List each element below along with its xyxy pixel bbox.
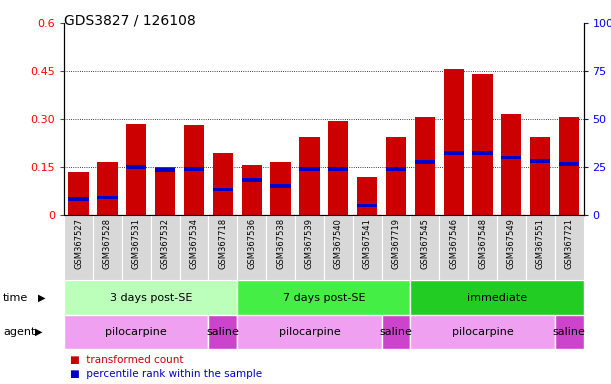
Bar — [68, 197, 89, 201]
Text: GSM367528: GSM367528 — [103, 218, 112, 269]
Bar — [411, 315, 555, 349]
Bar — [559, 162, 579, 166]
Bar — [213, 187, 233, 191]
Bar — [501, 114, 521, 215]
Text: GSM367538: GSM367538 — [276, 218, 285, 270]
Bar — [122, 215, 151, 280]
Text: ■  transformed count: ■ transformed count — [70, 355, 184, 365]
Bar — [155, 168, 175, 172]
Text: GSM367540: GSM367540 — [334, 218, 343, 269]
Bar — [381, 315, 411, 349]
Text: GDS3827 / 126108: GDS3827 / 126108 — [64, 13, 196, 27]
Text: GSM367534: GSM367534 — [189, 218, 199, 269]
Bar — [526, 215, 555, 280]
Text: pilocarpine: pilocarpine — [106, 327, 167, 337]
Text: pilocarpine: pilocarpine — [452, 327, 513, 337]
Bar — [444, 151, 464, 155]
Bar — [68, 172, 89, 215]
Bar — [184, 126, 204, 215]
Bar — [97, 162, 117, 215]
Text: GSM367548: GSM367548 — [478, 218, 487, 269]
Text: GSM367527: GSM367527 — [74, 218, 83, 269]
Text: GSM367536: GSM367536 — [247, 218, 256, 270]
Bar — [472, 74, 492, 215]
Bar — [64, 280, 237, 315]
Bar — [497, 215, 526, 280]
Text: GSM367721: GSM367721 — [565, 218, 574, 269]
Text: GSM367551: GSM367551 — [536, 218, 545, 269]
Text: pilocarpine: pilocarpine — [279, 327, 340, 337]
Bar — [97, 195, 117, 199]
Bar — [237, 315, 381, 349]
Text: ▶: ▶ — [35, 327, 43, 337]
Bar — [241, 178, 262, 182]
Text: time: time — [3, 293, 28, 303]
Bar — [411, 280, 584, 315]
Text: 7 days post-SE: 7 days post-SE — [282, 293, 365, 303]
Bar — [411, 215, 439, 280]
Bar — [237, 280, 411, 315]
Text: ▶: ▶ — [38, 293, 45, 303]
Bar — [266, 215, 295, 280]
Bar — [295, 215, 324, 280]
Bar — [93, 215, 122, 280]
Bar — [324, 215, 353, 280]
Text: GSM367549: GSM367549 — [507, 218, 516, 269]
Bar — [328, 121, 348, 215]
Text: GSM367539: GSM367539 — [305, 218, 314, 269]
Bar — [386, 137, 406, 215]
Bar — [271, 162, 291, 215]
Bar — [241, 166, 262, 215]
Bar — [555, 315, 584, 349]
Text: agent: agent — [3, 327, 35, 337]
Bar — [237, 215, 266, 280]
Text: GSM367545: GSM367545 — [420, 218, 430, 269]
Text: ■  percentile rank within the sample: ■ percentile rank within the sample — [70, 369, 262, 379]
Bar — [530, 159, 551, 162]
Bar — [64, 215, 93, 280]
Bar — [299, 167, 320, 170]
Bar — [151, 215, 180, 280]
Bar — [357, 204, 377, 207]
Bar — [468, 215, 497, 280]
Text: GSM367541: GSM367541 — [362, 218, 371, 269]
Bar — [126, 124, 147, 215]
Bar — [180, 215, 208, 280]
Bar — [555, 215, 584, 280]
Bar — [472, 151, 492, 155]
Bar — [530, 137, 551, 215]
Bar — [357, 177, 377, 215]
Text: immediate: immediate — [467, 293, 527, 303]
Text: GSM367719: GSM367719 — [392, 218, 400, 269]
Bar — [439, 215, 468, 280]
Bar — [415, 161, 435, 164]
Bar — [155, 167, 175, 215]
Bar — [208, 315, 237, 349]
Bar — [501, 156, 521, 159]
Bar — [213, 152, 233, 215]
Text: saline: saline — [379, 327, 412, 337]
Bar — [415, 118, 435, 215]
Bar — [353, 215, 381, 280]
Text: GSM367532: GSM367532 — [161, 218, 170, 269]
Bar — [386, 167, 406, 170]
Text: 3 days post-SE: 3 days post-SE — [109, 293, 192, 303]
Bar — [271, 184, 291, 188]
Bar — [299, 137, 320, 215]
Text: saline: saline — [552, 327, 585, 337]
Bar — [126, 165, 147, 169]
Bar — [444, 70, 464, 215]
Bar — [184, 167, 204, 170]
Text: saline: saline — [207, 327, 240, 337]
Bar — [381, 215, 411, 280]
Bar — [64, 315, 208, 349]
Bar — [328, 167, 348, 170]
Text: GSM367546: GSM367546 — [449, 218, 458, 269]
Text: GSM367718: GSM367718 — [218, 218, 227, 270]
Text: GSM367531: GSM367531 — [132, 218, 141, 269]
Bar — [208, 215, 237, 280]
Bar — [559, 118, 579, 215]
